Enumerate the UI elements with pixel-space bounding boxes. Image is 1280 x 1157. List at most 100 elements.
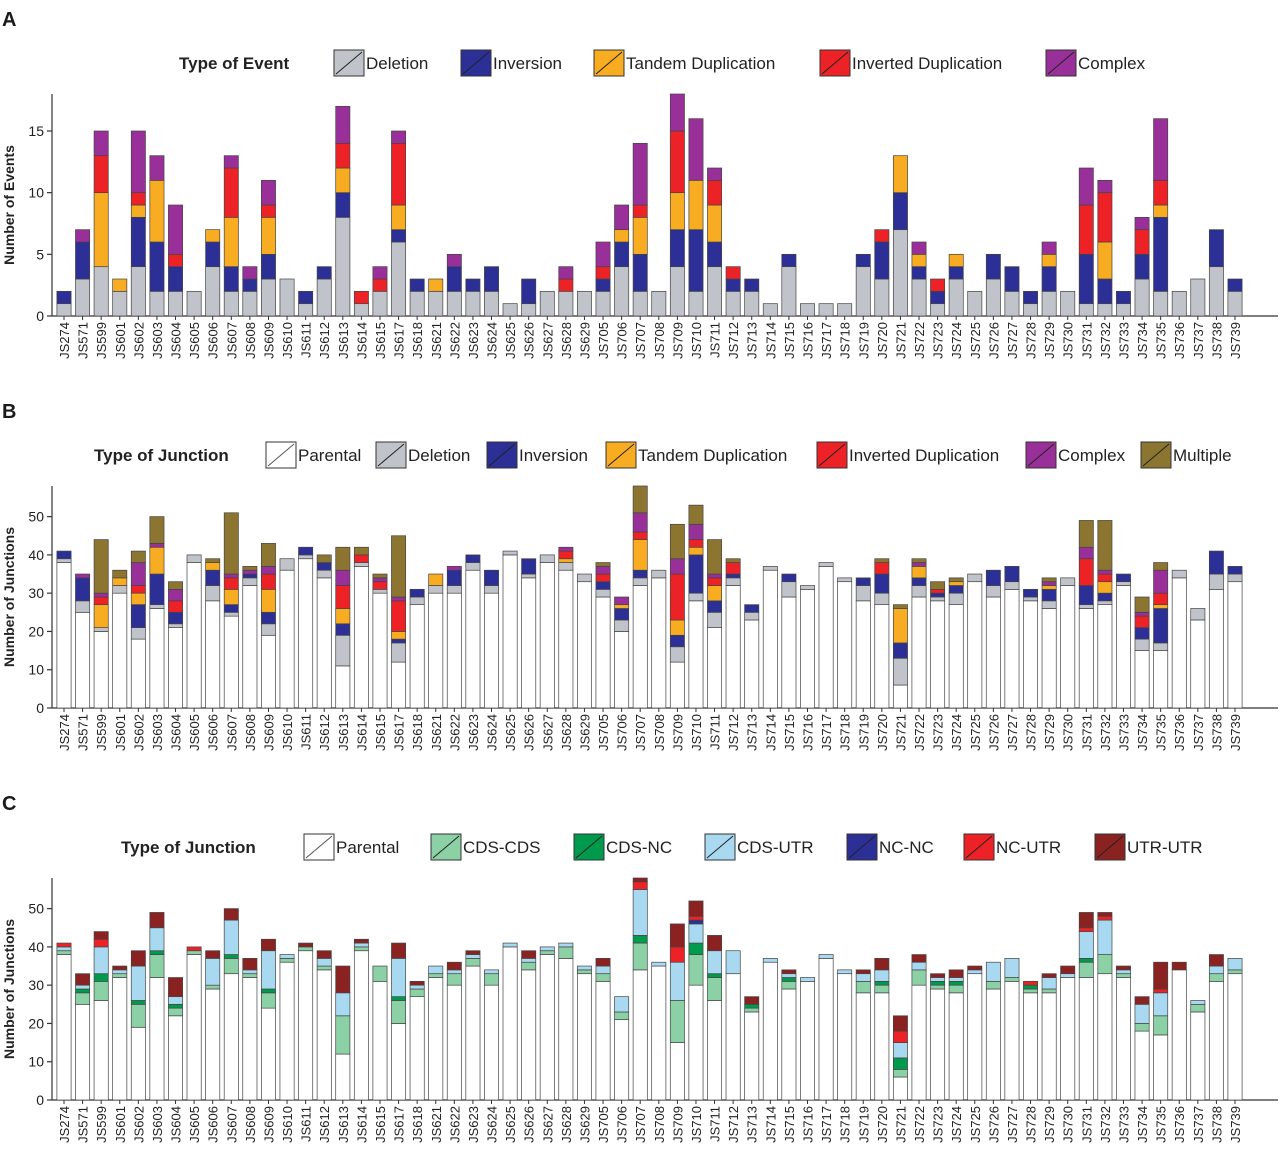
bar-segment-deletion (651, 569, 667, 579)
x-tick-label: JS727 (1005, 714, 1020, 751)
bar-segment-inversion (56, 290, 72, 305)
bar-stack-js718 (837, 577, 853, 709)
x-tick-label: JS737 (1191, 1106, 1206, 1143)
bar-segment-deletion (539, 290, 555, 317)
bar-segment-inversion (688, 229, 704, 292)
bar-segment-utr-utr (316, 950, 332, 959)
bar-segment-cds-nc (930, 980, 946, 986)
bar-segment-cds-cds (892, 1069, 908, 1078)
x-tick-label: JS713 (745, 1106, 760, 1143)
bar-segment-multiple (223, 512, 239, 575)
x-tick-label: JS624 (485, 322, 500, 359)
bar-segment-parental (930, 988, 946, 1101)
bar-segment-multiple (930, 581, 946, 590)
x-tick-label: JS707 (633, 714, 648, 751)
bar-segment-cds-cds (688, 954, 704, 986)
bar-segment-cds-cds (149, 954, 165, 978)
bar-segment-cds-cds (353, 946, 369, 952)
bar-segment-parental (353, 566, 369, 709)
bar-stack-js730 (1060, 965, 1076, 1101)
bar-stack-js615 (372, 266, 388, 317)
x-tick-label: JS611 (299, 322, 314, 358)
x-tick-label: JS716 (800, 1106, 815, 1143)
bar-segment-utr-utr (1171, 961, 1187, 971)
bar-stack-js604 (168, 581, 183, 709)
bar-segment-deletion (112, 585, 128, 594)
x-tick-label: JS610 (280, 714, 295, 751)
bar-stack-js614 (353, 546, 369, 709)
bar-segment-complex (391, 130, 407, 144)
bar-segment-parental (632, 969, 648, 1101)
legend-item-parental: Parental (303, 833, 399, 861)
bar-segment-cds-cds (242, 973, 258, 978)
bar-segment-deletion (1208, 266, 1224, 317)
bar-segment-cds-cds (372, 965, 388, 982)
bar-segment-deletion (1134, 638, 1150, 651)
bar-segment-deletion (391, 241, 407, 317)
bar-segment-deletion (465, 290, 481, 317)
bar-segment-parental (632, 585, 648, 709)
bar-segment-cds-cds (391, 1000, 407, 1024)
bar-segment-parental (837, 973, 853, 1101)
bar-stack-js720 (874, 229, 890, 317)
bar-segment-inversion (223, 266, 239, 292)
bar-segment-deletion (892, 657, 908, 686)
x-tick-label: JS608 (243, 322, 258, 359)
bar-segment-complex (446, 566, 462, 571)
bar-segment-inversion (1153, 216, 1169, 292)
bar-segment-complex (93, 592, 109, 598)
x-tick-label: JS627 (540, 1106, 555, 1143)
bar-segment-parental (1153, 1034, 1169, 1101)
bar-segment-tandem-duplication (205, 562, 221, 571)
bar-segment-inversion (1097, 278, 1113, 305)
legend-item-cds-utr: CDS-UTR (704, 833, 814, 861)
bar-stack-js622 (446, 253, 462, 317)
x-tick-label: JS609 (261, 714, 276, 751)
bar-segment-parental (614, 631, 630, 709)
x-tick-label: JS721 (893, 1106, 908, 1143)
bar-segment-inversion (669, 229, 685, 268)
bar-segment-inversion (75, 577, 91, 602)
bar-segment-multiple (1041, 577, 1057, 583)
bar-segment-inverted-duplication (558, 550, 574, 560)
bar-segment-inversion (484, 569, 499, 586)
bar-segment-cds-utr (391, 958, 407, 998)
bar-segment-parental (56, 562, 72, 709)
bar-segment-parental (1208, 980, 1224, 1101)
x-tick-label: JS719 (856, 714, 871, 751)
legend-swatch-inversion (486, 441, 518, 469)
bar-segment-cds-cds (335, 1015, 351, 1055)
bar-stack-js731 (1078, 520, 1094, 709)
bar-segment-utr-utr (669, 923, 685, 948)
y-tick-label: 0 (36, 308, 44, 324)
bar-segment-complex (688, 118, 704, 181)
bar-segment-parental (576, 581, 592, 709)
bar-segment-multiple (93, 539, 109, 594)
bar-segment-deletion (948, 592, 964, 605)
bar-segment-parental (298, 950, 314, 1101)
bar-segment-cds-utr (1116, 969, 1131, 975)
bar-segment-inversion (1097, 592, 1113, 602)
bar-segment-complex (1041, 581, 1057, 586)
bar-segment-tandem-duplication (1097, 241, 1113, 280)
bar-segment-cds-utr (818, 954, 834, 959)
y-tick-label: 10 (28, 662, 44, 678)
x-tick-label: JS626 (522, 1106, 537, 1143)
bar-stack-js601 (112, 278, 128, 317)
bar-segment-cds-utr (688, 923, 704, 944)
bar-segment-cds-cds (112, 973, 128, 978)
x-tick-label: JS603 (150, 322, 165, 359)
y-tick-label: 10 (28, 1054, 44, 1070)
y-tick-label: 5 (36, 246, 44, 262)
bar-segment-parental (1190, 619, 1206, 709)
bar-segment-inverted-duplication (261, 573, 276, 590)
bar-segment-parental (651, 577, 667, 709)
bar-segment-inversion (56, 550, 72, 560)
bar-segment-deletion (1227, 573, 1243, 583)
bar-segment-inverted-duplication (391, 600, 407, 632)
x-tick-label: JS612 (317, 322, 332, 359)
bar-stack-js621 (428, 965, 444, 1101)
bar-segment-inverted-duplication (707, 179, 723, 206)
bar-segment-cds-utr (465, 954, 481, 959)
